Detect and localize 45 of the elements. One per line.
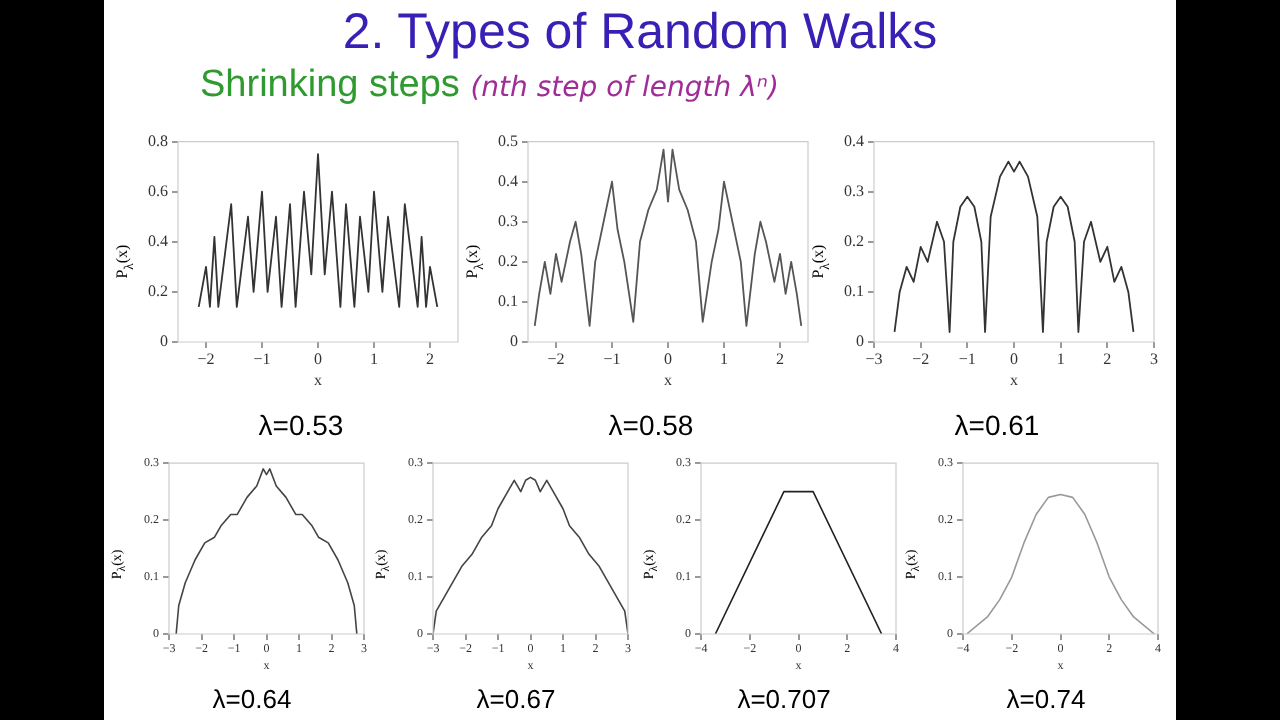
y-tick-label: 0.3	[498, 211, 518, 230]
x-tick-label: −3	[865, 349, 883, 368]
y-tick-label: 0.3	[844, 181, 864, 200]
text: λ=0.64	[212, 683, 292, 714]
x-tick-label: −2	[912, 349, 930, 368]
x-tick-label: −1	[603, 349, 621, 368]
x-tick-label: 2	[776, 349, 784, 368]
x-axis-title: x	[1010, 370, 1018, 389]
text: λ=0.53	[258, 408, 344, 441]
text: λ=0.67	[476, 683, 556, 714]
x-tick-label: 0	[664, 349, 672, 368]
y-tick-label: 0.4	[844, 131, 864, 150]
y-tick-label: 0.4	[148, 231, 168, 250]
x-axis-title: x	[314, 370, 322, 389]
x-tick-label: −2	[547, 349, 565, 368]
x-axis-title: x	[664, 370, 672, 389]
x-tick-label: 2	[426, 349, 434, 368]
y-tick-label: 0	[510, 332, 518, 351]
x-tick-label: 1	[370, 349, 378, 368]
y-tick-label: 0.5	[498, 131, 518, 150]
y-tick-label: 0.1	[498, 292, 518, 311]
x-tick-label: 0	[1010, 349, 1018, 368]
y-tick-label: 0.2	[148, 282, 168, 301]
x-tick-label: −2	[197, 349, 215, 368]
text: λ=0.58	[608, 408, 694, 441]
y-tick-label: 0.8	[148, 131, 168, 150]
y-tick-label: 0.6	[148, 181, 168, 200]
x-tick-label: 3	[1150, 349, 1158, 368]
x-tick-label: 2	[1103, 349, 1112, 368]
text: λ=0.61	[954, 408, 1040, 441]
text: 2. Types of Random Walks	[340, 4, 940, 62]
text: λ=0.707	[737, 683, 831, 714]
x-tick-label: −1	[253, 349, 271, 368]
text: Shrinking steps (nth step of length λⁿ)	[200, 64, 779, 108]
y-tick-label: 0.2	[498, 252, 518, 271]
y-tick-label: 0	[856, 332, 864, 351]
y-tick-label: 0.4	[498, 171, 518, 190]
x-tick-label: 1	[720, 349, 728, 368]
text: λ=0.74	[1006, 683, 1086, 714]
y-tick-label: 0.1	[844, 282, 864, 301]
x-tick-label: 1	[1056, 349, 1065, 368]
x-tick-label: −1	[958, 349, 976, 368]
y-tick-label: 0	[160, 332, 168, 351]
x-tick-label: 0	[314, 349, 322, 368]
y-tick-label: 0.2	[844, 231, 864, 250]
